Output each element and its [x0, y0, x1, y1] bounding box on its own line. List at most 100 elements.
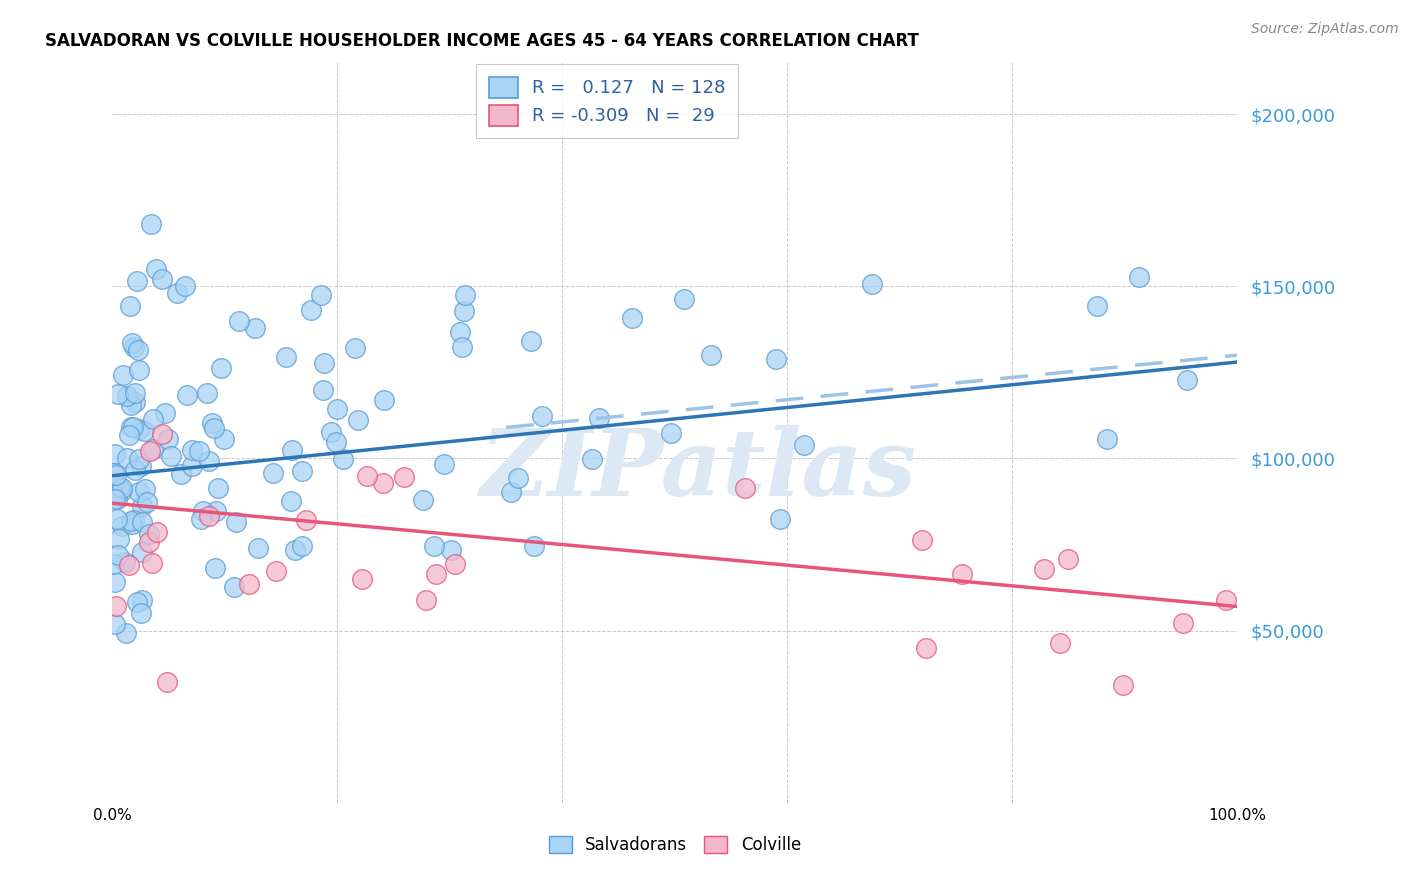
Legend: Salvadorans, Colville: Salvadorans, Colville [543, 830, 807, 861]
Point [114, 555, 136, 569]
Point [103, 557, 125, 571]
Point [228, 314, 250, 328]
Point [120, 299, 142, 313]
Point [131, 545, 153, 559]
Point [198, 508, 221, 523]
Text: Source: ZipAtlas.com: Source: ZipAtlas.com [1251, 22, 1399, 37]
Point [121, 336, 143, 351]
Point [142, 442, 165, 456]
Point [190, 512, 212, 526]
Point [523, 539, 546, 553]
Point [673, 292, 696, 306]
Point [128, 452, 150, 467]
Point [415, 593, 437, 607]
Text: ZIPatlas: ZIPatlas [479, 425, 915, 515]
Point [262, 467, 284, 481]
Point [125, 274, 148, 288]
Point [347, 413, 370, 427]
Point [115, 389, 138, 403]
Point [138, 534, 160, 549]
Point [281, 442, 304, 457]
Point [204, 560, 226, 574]
Point [128, 363, 150, 377]
Point [247, 541, 270, 556]
Point [115, 626, 138, 640]
Point [108, 479, 131, 493]
Point [188, 444, 211, 458]
Point [356, 469, 378, 483]
Point [103, 488, 125, 502]
Point [520, 334, 543, 348]
Point [108, 532, 131, 546]
Point [350, 572, 373, 586]
Point [105, 467, 128, 482]
Point [125, 595, 148, 609]
Point [793, 438, 815, 452]
Point [225, 515, 247, 529]
Point [121, 419, 143, 434]
Point [107, 548, 129, 562]
Point [319, 425, 342, 439]
Point [191, 504, 214, 518]
Point [1112, 678, 1135, 692]
Point [111, 518, 134, 533]
Point [117, 450, 139, 465]
Point [134, 482, 156, 496]
Point [392, 469, 415, 483]
Point [128, 484, 150, 499]
Point [120, 420, 142, 434]
Point [332, 451, 354, 466]
Point [169, 467, 191, 482]
Point [588, 411, 610, 425]
Point [159, 450, 181, 464]
Point [200, 416, 222, 430]
Point [312, 383, 335, 397]
Point [120, 398, 142, 412]
Point [280, 494, 302, 508]
Point [128, 421, 150, 435]
Point [105, 491, 128, 506]
Point [104, 447, 127, 461]
Point [530, 409, 553, 424]
Point [124, 513, 146, 527]
Point [911, 533, 934, 547]
Point [150, 426, 173, 441]
Point [156, 675, 179, 690]
Point [659, 425, 682, 440]
Point [103, 466, 125, 480]
Point [136, 495, 159, 509]
Point [204, 504, 226, 518]
Point [174, 279, 197, 293]
Point [1085, 299, 1108, 313]
Point [1057, 551, 1080, 566]
Point [124, 395, 146, 409]
Point [166, 286, 188, 301]
Point [111, 368, 134, 382]
Point [127, 343, 149, 358]
Point [195, 386, 218, 401]
Point [373, 475, 395, 490]
Point [120, 514, 142, 528]
Point [156, 432, 179, 446]
Point [294, 513, 316, 527]
Point [950, 566, 973, 581]
Point [202, 421, 225, 435]
Point [118, 558, 141, 572]
Point [734, 482, 756, 496]
Point [312, 356, 335, 370]
Point [129, 607, 152, 621]
Y-axis label: Householder Income Ages 45 - 64 years: Householder Income Ages 45 - 64 years [0, 279, 7, 586]
Point [451, 340, 474, 354]
Point [104, 599, 127, 613]
Point [103, 575, 125, 590]
Point [266, 564, 288, 578]
Point [139, 444, 162, 458]
Point [212, 432, 235, 446]
Point [449, 325, 471, 339]
Point [453, 304, 475, 318]
Point [915, 641, 938, 656]
Point [432, 458, 454, 472]
Point [131, 515, 153, 529]
Point [425, 567, 447, 582]
Point [1215, 592, 1237, 607]
